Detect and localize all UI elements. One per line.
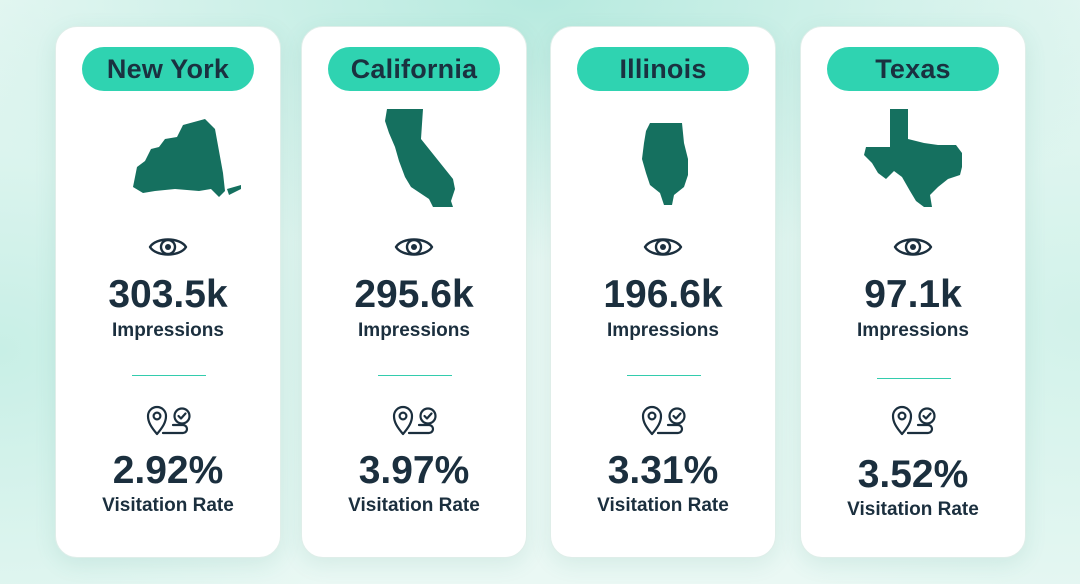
eye-icon	[643, 233, 683, 261]
illinois-map-icon	[588, 103, 738, 213]
impressions-label: Impressions	[358, 320, 470, 341]
impressions-value: 97.1k	[864, 273, 962, 316]
location-check-icon	[640, 403, 688, 437]
visitation-rate-label: Visitation Rate	[348, 495, 480, 516]
visitation-rate-label: Visitation Rate	[597, 495, 729, 516]
eye-icon	[148, 233, 188, 261]
california-map-icon	[339, 103, 489, 213]
eye-icon	[394, 233, 434, 261]
impressions-label: Impressions	[112, 320, 224, 341]
impressions-label: Impressions	[857, 320, 969, 341]
impressions-value: 196.6k	[603, 273, 723, 316]
state-card-new-york: New York 303.5k Impressions	[55, 26, 281, 558]
impressions-label: Impressions	[607, 320, 719, 341]
visitation-rate-value: 3.52%	[857, 453, 969, 496]
state-name-badge: Texas	[827, 47, 999, 91]
new-york-map-icon	[93, 103, 243, 213]
state-card-texas: Texas 97.1k Impressions 3.52%	[800, 26, 1026, 558]
visitation-rate-label: Visitation Rate	[847, 499, 979, 520]
state-name-badge: Illinois	[577, 47, 749, 91]
visitation-rate-value: 3.97%	[358, 449, 470, 492]
visitation-rate-value: 2.92%	[112, 449, 224, 492]
state-card-illinois: Illinois 196.6k Impressions 3.	[550, 26, 776, 558]
location-check-icon	[890, 403, 938, 437]
impressions-value: 303.5k	[108, 273, 228, 316]
card-divider	[627, 375, 701, 376]
state-card-california: California 295.6k Impressions	[301, 26, 527, 558]
visitation-rate-label: Visitation Rate	[102, 495, 234, 516]
state-name-badge: New York	[82, 47, 254, 91]
state-name-badge: California	[328, 47, 500, 91]
card-divider	[378, 375, 452, 376]
card-divider	[132, 375, 206, 376]
impressions-value: 295.6k	[354, 273, 474, 316]
eye-icon	[893, 233, 933, 261]
card-divider	[877, 378, 951, 379]
location-check-icon	[145, 403, 193, 437]
texas-map-icon	[838, 103, 988, 213]
location-check-icon	[391, 403, 439, 437]
visitation-rate-value: 3.31%	[607, 449, 719, 492]
